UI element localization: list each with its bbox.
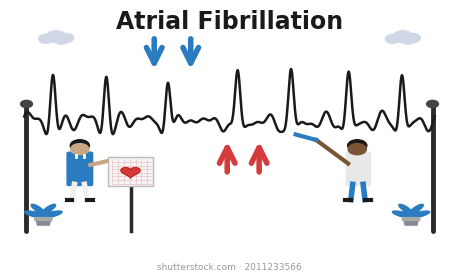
- Polygon shape: [36, 219, 50, 225]
- FancyBboxPatch shape: [346, 152, 370, 185]
- Circle shape: [70, 140, 90, 151]
- Ellipse shape: [409, 211, 430, 218]
- Ellipse shape: [399, 204, 412, 214]
- FancyBboxPatch shape: [403, 218, 420, 220]
- Circle shape: [347, 140, 367, 151]
- Circle shape: [21, 100, 33, 108]
- Ellipse shape: [30, 211, 57, 216]
- Circle shape: [405, 34, 420, 43]
- FancyBboxPatch shape: [67, 152, 93, 185]
- Text: shutterstock.com · 2011233566: shutterstock.com · 2011233566: [157, 263, 302, 272]
- Circle shape: [55, 36, 68, 44]
- Circle shape: [348, 144, 366, 155]
- Circle shape: [402, 36, 415, 44]
- Circle shape: [59, 34, 73, 43]
- Polygon shape: [121, 167, 140, 178]
- Ellipse shape: [392, 211, 413, 218]
- FancyBboxPatch shape: [35, 218, 52, 220]
- Circle shape: [426, 100, 438, 108]
- Circle shape: [386, 34, 400, 43]
- Circle shape: [393, 31, 413, 43]
- Text: Atrial Fibrillation: Atrial Fibrillation: [116, 10, 343, 34]
- FancyBboxPatch shape: [108, 157, 153, 186]
- Ellipse shape: [397, 211, 425, 216]
- Ellipse shape: [410, 204, 423, 214]
- Ellipse shape: [42, 204, 56, 214]
- Ellipse shape: [25, 211, 45, 218]
- Circle shape: [71, 144, 89, 155]
- Circle shape: [39, 34, 54, 43]
- Ellipse shape: [41, 211, 62, 218]
- Polygon shape: [404, 219, 418, 225]
- Circle shape: [46, 31, 66, 43]
- Ellipse shape: [31, 204, 45, 214]
